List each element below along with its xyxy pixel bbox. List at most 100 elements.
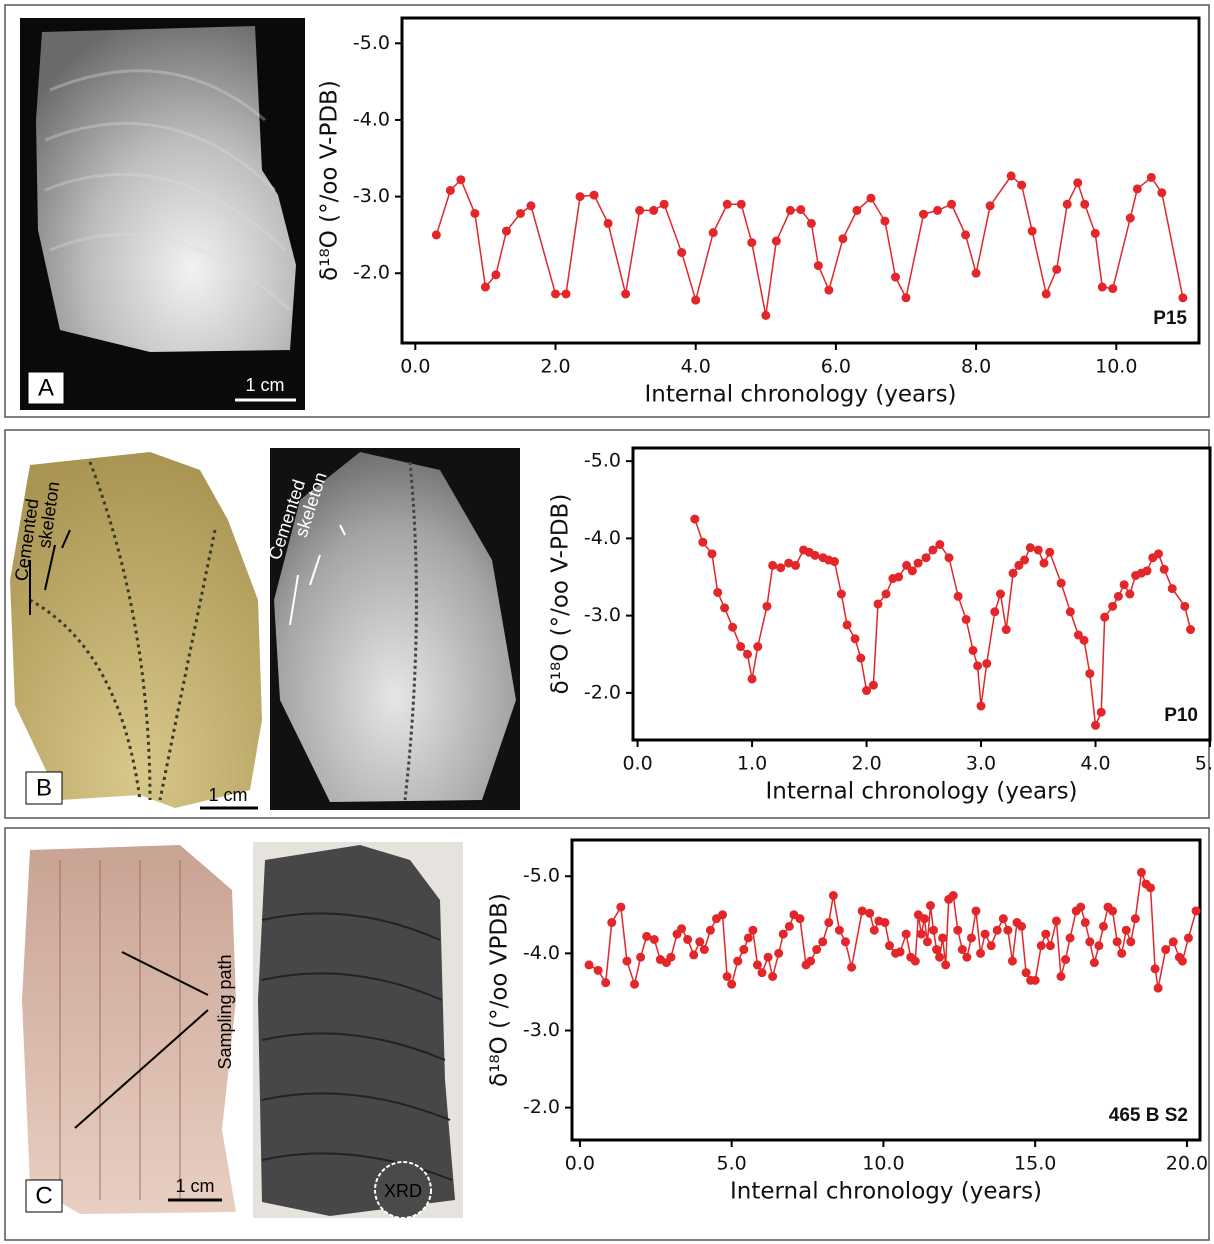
data-point	[1177, 956, 1187, 966]
data-point	[1108, 601, 1118, 611]
data-point	[933, 205, 943, 215]
data-point	[902, 560, 912, 570]
data-point	[691, 295, 701, 305]
data-point	[1073, 630, 1083, 640]
data-point	[922, 937, 932, 947]
data-point	[774, 948, 784, 958]
data-point	[1091, 720, 1101, 730]
data-point	[852, 205, 862, 215]
data-point	[785, 205, 795, 215]
data-point	[1186, 625, 1196, 635]
data-point	[708, 228, 718, 238]
data-point	[810, 550, 820, 560]
data-point	[713, 587, 723, 597]
data-point	[1014, 560, 1024, 570]
data-point	[515, 208, 525, 218]
data-point	[901, 929, 911, 939]
data-point	[456, 175, 466, 185]
data-point	[973, 661, 983, 671]
data-point	[1168, 937, 1178, 947]
data-point	[718, 910, 728, 920]
y-tick-label: -2.0	[353, 262, 390, 284]
data-point	[995, 589, 1005, 599]
data-point	[771, 236, 781, 246]
data-point	[938, 933, 948, 943]
data-point	[824, 285, 834, 295]
plot-frame	[570, 838, 1202, 1142]
data-point	[856, 653, 866, 663]
data-point	[705, 925, 715, 935]
data-point	[986, 941, 996, 951]
data-point	[1079, 635, 1089, 645]
data-point	[1006, 171, 1016, 181]
data-point	[1020, 555, 1030, 565]
data-point	[1132, 184, 1142, 194]
data-point	[1113, 591, 1123, 601]
data-point	[1119, 580, 1129, 590]
data-point	[1027, 226, 1037, 236]
data-point	[601, 978, 611, 988]
data-point	[806, 956, 816, 966]
data-point	[985, 201, 995, 211]
data-point	[966, 933, 976, 943]
data-point	[1096, 707, 1106, 717]
data-point	[1007, 956, 1017, 966]
data-point	[990, 607, 1000, 617]
data-point	[689, 950, 699, 960]
data-point	[561, 289, 571, 299]
data-point	[1008, 568, 1018, 578]
data-point	[795, 914, 805, 924]
data-point	[630, 979, 640, 989]
x-tick-label: 20.0	[1166, 1153, 1208, 1175]
data-point	[1052, 264, 1062, 274]
data-point	[869, 925, 879, 935]
data-point	[736, 642, 746, 652]
data-point	[1183, 933, 1193, 943]
data-point	[1178, 293, 1188, 303]
data-point	[642, 931, 652, 941]
data-point	[813, 261, 823, 271]
data-point	[776, 563, 786, 573]
x-axis-title: Internal chronology (years)	[730, 1179, 1042, 1205]
data-point	[1146, 172, 1156, 182]
data-point	[1126, 937, 1136, 947]
data-point	[575, 192, 585, 202]
data-point	[1033, 545, 1043, 555]
x-tick-label: 10.0	[862, 1153, 904, 1175]
data-point	[840, 937, 850, 947]
x-tick-label: 10.0	[1095, 356, 1137, 378]
x-tick-label: 6.0	[821, 356, 851, 378]
data-point	[796, 205, 806, 215]
data-point	[1100, 612, 1110, 622]
data-point	[1036, 941, 1046, 951]
y-tick-label: -5.0	[584, 450, 621, 472]
data-point	[649, 205, 659, 215]
data-point	[763, 952, 773, 962]
data-point	[834, 925, 844, 935]
data-point	[1125, 589, 1135, 599]
data-point	[1056, 972, 1066, 982]
data-point	[603, 218, 613, 228]
data-point	[778, 929, 788, 939]
data-point	[953, 591, 963, 601]
data-point	[784, 558, 794, 568]
panel-frame	[4, 827, 1210, 1241]
x-tick-label: 8.0	[961, 356, 991, 378]
data-point	[873, 599, 883, 609]
data-point	[649, 934, 659, 944]
data-point	[881, 589, 891, 599]
data-point	[935, 540, 945, 550]
y-tick-label: -3.0	[523, 1019, 560, 1041]
y-tick-label: -3.0	[353, 185, 390, 207]
data-point	[1080, 918, 1090, 928]
y-tick-label: -5.0	[353, 32, 390, 54]
data-point	[743, 933, 753, 943]
data-point	[1121, 925, 1131, 935]
panel-letter: C	[35, 1182, 52, 1209]
data-point	[733, 956, 743, 966]
panel-letter: B	[36, 774, 52, 801]
data-point	[784, 921, 794, 931]
data-point	[736, 199, 746, 209]
y-axis-title: δ¹⁸O (°/oo V-PDB)	[317, 80, 343, 281]
data-point	[1108, 284, 1118, 294]
